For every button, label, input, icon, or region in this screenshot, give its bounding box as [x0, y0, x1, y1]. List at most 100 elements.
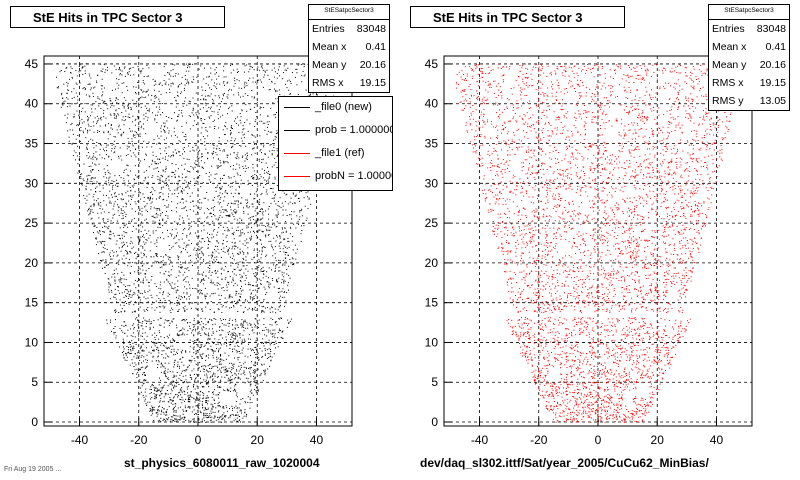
data-point — [191, 261, 193, 263]
data-point — [255, 370, 257, 372]
data-point — [271, 324, 273, 326]
data-point — [163, 400, 165, 402]
data-point — [109, 113, 111, 115]
data-point — [177, 86, 179, 88]
data-point — [151, 201, 153, 203]
data-point — [107, 144, 109, 146]
data-point — [224, 352, 226, 354]
data-point — [232, 181, 234, 183]
data-point — [220, 354, 221, 356]
data-point — [230, 376, 232, 378]
data-point — [112, 222, 114, 224]
data-point — [146, 239, 148, 241]
data-point — [115, 184, 117, 186]
data-point — [136, 101, 138, 103]
data-point — [118, 214, 120, 216]
data-point — [194, 328, 196, 330]
data-point — [163, 122, 165, 124]
data-point — [117, 185, 119, 187]
data-point — [222, 337, 224, 339]
data-point — [143, 97, 145, 99]
data-point — [237, 253, 239, 255]
data-point — [156, 396, 157, 398]
data-point — [162, 212, 163, 214]
data-point — [243, 265, 245, 267]
data-point — [217, 411, 219, 413]
data-point — [269, 330, 271, 332]
data-point — [149, 388, 151, 390]
data-point — [77, 102, 78, 104]
data-point — [292, 264, 294, 265]
data-point — [250, 392, 252, 394]
data-point — [285, 194, 287, 196]
data-point — [196, 397, 198, 399]
data-point — [213, 282, 215, 284]
data-point — [155, 386, 157, 388]
data-point — [193, 420, 195, 422]
data-point — [124, 225, 126, 227]
data-point — [110, 258, 112, 260]
data-point — [175, 409, 177, 411]
data-point — [178, 245, 180, 247]
data-point — [144, 178, 146, 180]
data-point — [109, 200, 111, 202]
data-point — [154, 336, 156, 338]
data-point — [222, 160, 224, 162]
data-point — [102, 85, 104, 87]
data-point — [145, 218, 147, 220]
data-point — [201, 403, 203, 405]
data-point — [163, 66, 165, 68]
data-point — [145, 112, 147, 114]
data-point — [120, 208, 122, 210]
data-point — [135, 93, 137, 95]
data-point — [174, 134, 176, 136]
data-point — [186, 234, 188, 236]
data-point — [244, 93, 246, 95]
data-point — [184, 179, 186, 181]
data-point — [166, 279, 168, 281]
data-point — [195, 112, 197, 114]
data-point — [202, 357, 203, 359]
data-point — [208, 334, 209, 336]
data-point — [125, 296, 127, 297]
data-point — [125, 216, 127, 218]
data-point — [256, 266, 258, 268]
data-point — [75, 152, 77, 154]
data-point — [163, 344, 165, 346]
data-point — [129, 273, 131, 274]
data-point — [197, 256, 199, 258]
data-point — [161, 354, 163, 355]
data-point — [256, 380, 258, 382]
data-point — [211, 319, 213, 321]
data-point — [108, 283, 110, 285]
data-point — [136, 263, 138, 265]
data-point — [142, 91, 144, 93]
data-point — [166, 409, 168, 411]
data-point — [281, 202, 283, 204]
data-point — [207, 348, 208, 350]
data-point — [181, 391, 183, 393]
data-point — [203, 271, 204, 273]
data-point — [142, 193, 144, 195]
data-point — [85, 185, 87, 187]
data-point — [205, 127, 207, 128]
data-point — [184, 163, 186, 165]
data-point — [247, 396, 249, 398]
data-point — [154, 80, 156, 82]
data-point — [114, 151, 116, 153]
data-point — [145, 388, 147, 390]
data-point — [201, 273, 203, 275]
data-point — [282, 228, 283, 230]
data-point — [138, 191, 140, 193]
data-point — [121, 159, 123, 161]
data-point — [121, 246, 123, 248]
data-point — [204, 408, 206, 409]
data-point — [274, 88, 275, 90]
data-point — [264, 370, 266, 372]
data-point — [145, 205, 147, 207]
data-point — [201, 251, 203, 253]
data-point — [190, 420, 192, 422]
data-point — [139, 279, 140, 281]
data-point — [189, 150, 191, 152]
data-point — [281, 282, 283, 284]
